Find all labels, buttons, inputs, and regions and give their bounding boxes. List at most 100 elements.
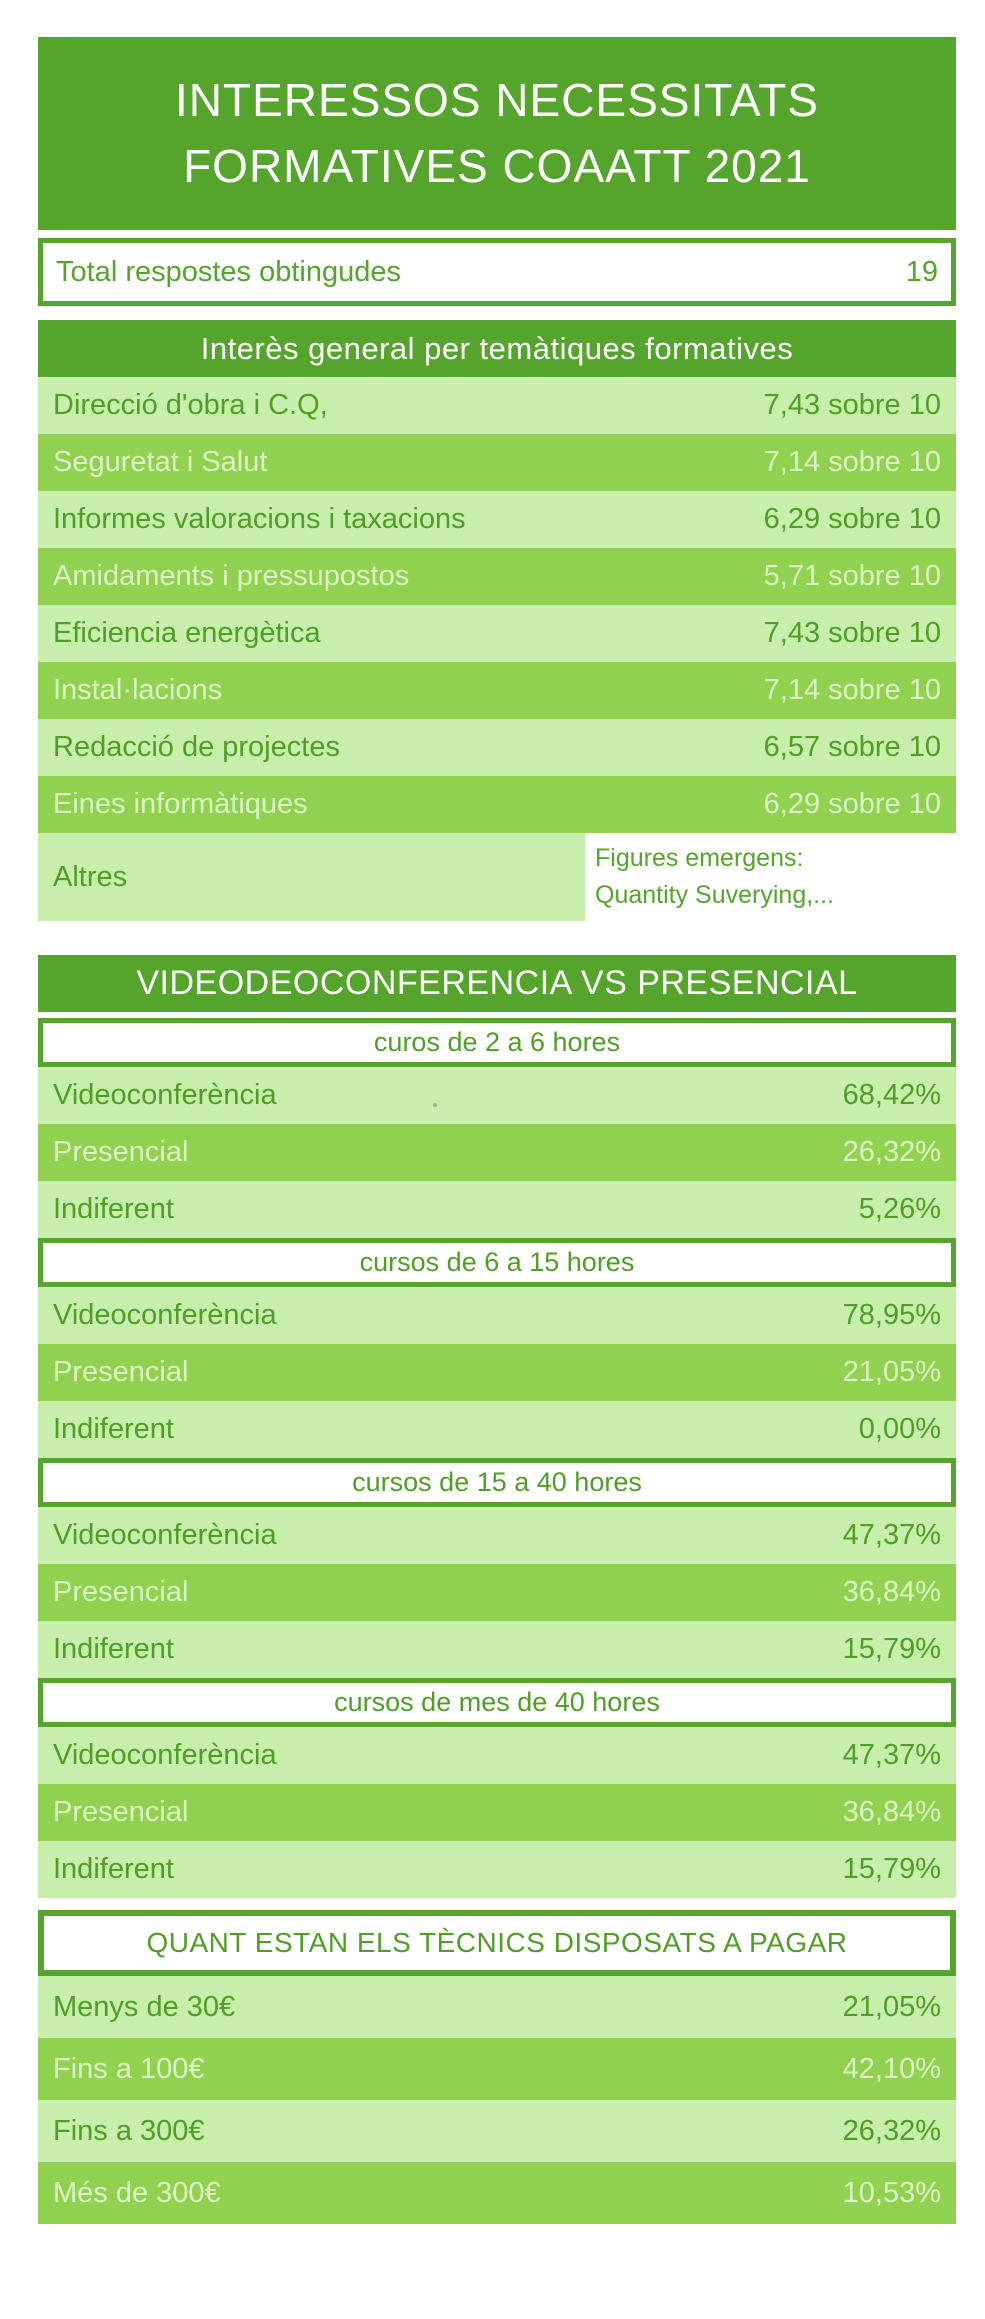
- row-value: 21,05%: [842, 1356, 941, 1388]
- row-label: Videoconferència: [53, 1739, 277, 1771]
- row-value: 5,71 sobre 10: [763, 560, 941, 592]
- table-row: Fins a 300€ 26,32%: [38, 2100, 956, 2162]
- row-value: 0,00%: [858, 1413, 941, 1445]
- infographic-content: INTERESSOS NECESSITATS FORMATIVES COAATT…: [38, 37, 956, 2224]
- row-label: Seguretat i Salut: [53, 446, 268, 478]
- row-label: Presencial: [53, 1136, 189, 1168]
- table-row: Més de 300€ 10,53%: [38, 2162, 956, 2224]
- row-label: Videoconferència: [53, 1299, 277, 1331]
- row-label: Indiferent: [53, 1853, 174, 1885]
- table-row: Presencial 36,84%: [38, 1564, 956, 1621]
- row-label: Amidaments i pressupostos: [53, 560, 410, 592]
- row-value: 15,79%: [842, 1633, 941, 1665]
- row-value: 68,42%: [842, 1079, 941, 1111]
- title-line-2: FORMATIVES COAATT 2021: [183, 139, 811, 192]
- table-row: Direcció d'obra i C.Q, 7,43 sobre 10: [38, 377, 956, 434]
- table-row: Presencial 21,05%: [38, 1344, 956, 1401]
- altres-note: Figures emergens: Quantity Suverying,...: [585, 833, 956, 921]
- row-value: 6,29 sobre 10: [763, 503, 941, 535]
- row-value: 6,29 sobre 10: [763, 788, 941, 820]
- payment-rows: Menys de 30€ 21,05% Fins a 100€ 42,10% Fins …: [38, 1976, 956, 2224]
- table-row: Presencial 36,84%: [38, 1784, 956, 1841]
- row-value: 10,53%: [842, 2176, 941, 2209]
- total-responses-box: Total respostes obtingudes 19: [38, 238, 956, 306]
- row-value: 5,26%: [858, 1193, 941, 1225]
- row-value: 36,84%: [842, 1796, 941, 1828]
- row-value: 21,05%: [842, 1990, 941, 2023]
- section-interest-header: Interès general per temàtiques formative…: [38, 320, 956, 377]
- row-label: Presencial: [53, 1356, 189, 1388]
- row-label: Més de 300€: [53, 2176, 221, 2209]
- row-altres: Altres Figures emergens: Quantity Suvery…: [38, 833, 956, 921]
- row-value: 7,14 sobre 10: [763, 674, 941, 706]
- course-duration-header: cursos de 15 a 40 hores: [38, 1458, 956, 1507]
- altres-note-line-2: Quantity Suverying,...: [595, 881, 835, 909]
- table-row: Indiferent 0,00%: [38, 1401, 956, 1458]
- table-row: Redacció de projectes 6,57 sobre 10: [38, 719, 956, 776]
- row-label: Instal·lacions: [53, 674, 223, 706]
- videoconference-groups: curos de 2 a 6 hores Videoconferència 68,4…: [38, 1018, 956, 1898]
- table-row: Eines informàtiques 6,29 sobre 10: [38, 776, 956, 833]
- row-label: Videoconferència: [53, 1079, 277, 1111]
- artifact-dot: [433, 1103, 437, 1107]
- row-value: 7,14 sobre 10: [763, 446, 941, 478]
- table-row: Videoconferència 47,37%: [38, 1727, 956, 1784]
- row-value: 26,32%: [842, 1136, 941, 1168]
- course-duration-header: cursos de mes de 40 hores: [38, 1678, 956, 1727]
- table-row: Eficiencia energètica 7,43 sobre 10: [38, 605, 956, 662]
- row-value: 26,32%: [842, 2114, 941, 2147]
- row-label: Indiferent: [53, 1633, 174, 1665]
- section-payment: QUANT ESTAN ELS TÈCNICS DISPOSATS A PAGA…: [38, 1910, 956, 2224]
- table-row: Informes valoracions i taxacions 6,29 sob…: [38, 491, 956, 548]
- table-row: Indiferent 15,79%: [38, 1841, 956, 1898]
- row-value: 78,95%: [842, 1299, 941, 1331]
- course-duration-header: cursos de 6 a 15 hores: [38, 1238, 956, 1287]
- spacer: [38, 306, 956, 320]
- row-label: Direcció d'obra i C.Q,: [53, 389, 328, 421]
- row-value: 42,10%: [842, 2052, 941, 2085]
- row-value: 15,79%: [842, 1853, 941, 1885]
- table-row: Amidaments i pressupostos 5,71 sobre 10: [38, 548, 956, 605]
- altres-note-line-1: Figures emergens:: [595, 843, 804, 872]
- page-title: INTERESSOS NECESSITATS FORMATIVES COAATT…: [38, 37, 956, 230]
- row-label: Fins a 300€: [53, 2114, 205, 2147]
- row-label: Eficiencia energètica: [53, 617, 321, 649]
- spacer: [38, 230, 956, 238]
- row-label: Redacció de projectes: [53, 731, 340, 763]
- row-label: Videoconferència: [53, 1519, 277, 1551]
- row-value: 7,43 sobre 10: [763, 617, 941, 649]
- section-interest: Interès general per temàtiques formative…: [38, 320, 956, 921]
- table-row: Instal·lacions 7,14 sobre 10: [38, 662, 956, 719]
- row-value: 7,43 sobre 10: [763, 389, 941, 421]
- table-row: Indiferent 5,26%: [38, 1181, 956, 1238]
- title-line-1: INTERESSOS NECESSITATS: [175, 74, 819, 127]
- section-videoconference: VIDEODEOCONFERENCIA VS PRESENCIAL curos …: [38, 955, 956, 1898]
- row-label: Indiferent: [53, 1193, 174, 1225]
- row-value: 47,37%: [842, 1739, 941, 1771]
- row-value: 6,57 sobre 10: [763, 731, 941, 763]
- row-label: Presencial: [53, 1796, 189, 1828]
- row-label: Eines informàtiques: [53, 788, 308, 820]
- section-videoconference-header: VIDEODEOCONFERENCIA VS PRESENCIAL: [38, 955, 956, 1012]
- table-row: Videoconferència 68,42%: [38, 1067, 956, 1124]
- row-value: 36,84%: [842, 1576, 941, 1608]
- spacer: [38, 1898, 956, 1910]
- row-label: Menys de 30€: [53, 1990, 236, 2023]
- row-label: Informes valoracions i taxacions: [53, 503, 466, 535]
- table-row: Videoconferència 47,37%: [38, 1507, 956, 1564]
- row-label: Fins a 100€: [53, 2052, 205, 2085]
- total-responses-label: Total respostes obtingudes: [56, 255, 401, 288]
- table-row: Seguretat i Salut 7,14 sobre 10: [38, 434, 956, 491]
- total-responses-value: 19: [905, 255, 938, 288]
- table-row: Indiferent 15,79%: [38, 1621, 956, 1678]
- altres-label: Altres: [38, 833, 585, 921]
- table-row: Presencial 26,32%: [38, 1124, 956, 1181]
- section-payment-header: QUANT ESTAN ELS TÈCNICS DISPOSATS A PAGA…: [38, 1910, 956, 1976]
- row-label: Indiferent: [53, 1413, 174, 1445]
- table-row: Fins a 100€ 42,10%: [38, 2038, 956, 2100]
- row-label: Presencial: [53, 1576, 189, 1608]
- course-duration-header: curos de 2 a 6 hores: [38, 1018, 956, 1067]
- interest-rows: Direcció d'obra i C.Q, 7,43 sobre 10 Segur…: [38, 377, 956, 833]
- table-row: Menys de 30€ 21,05%: [38, 1976, 956, 2038]
- row-value: 47,37%: [842, 1519, 941, 1551]
